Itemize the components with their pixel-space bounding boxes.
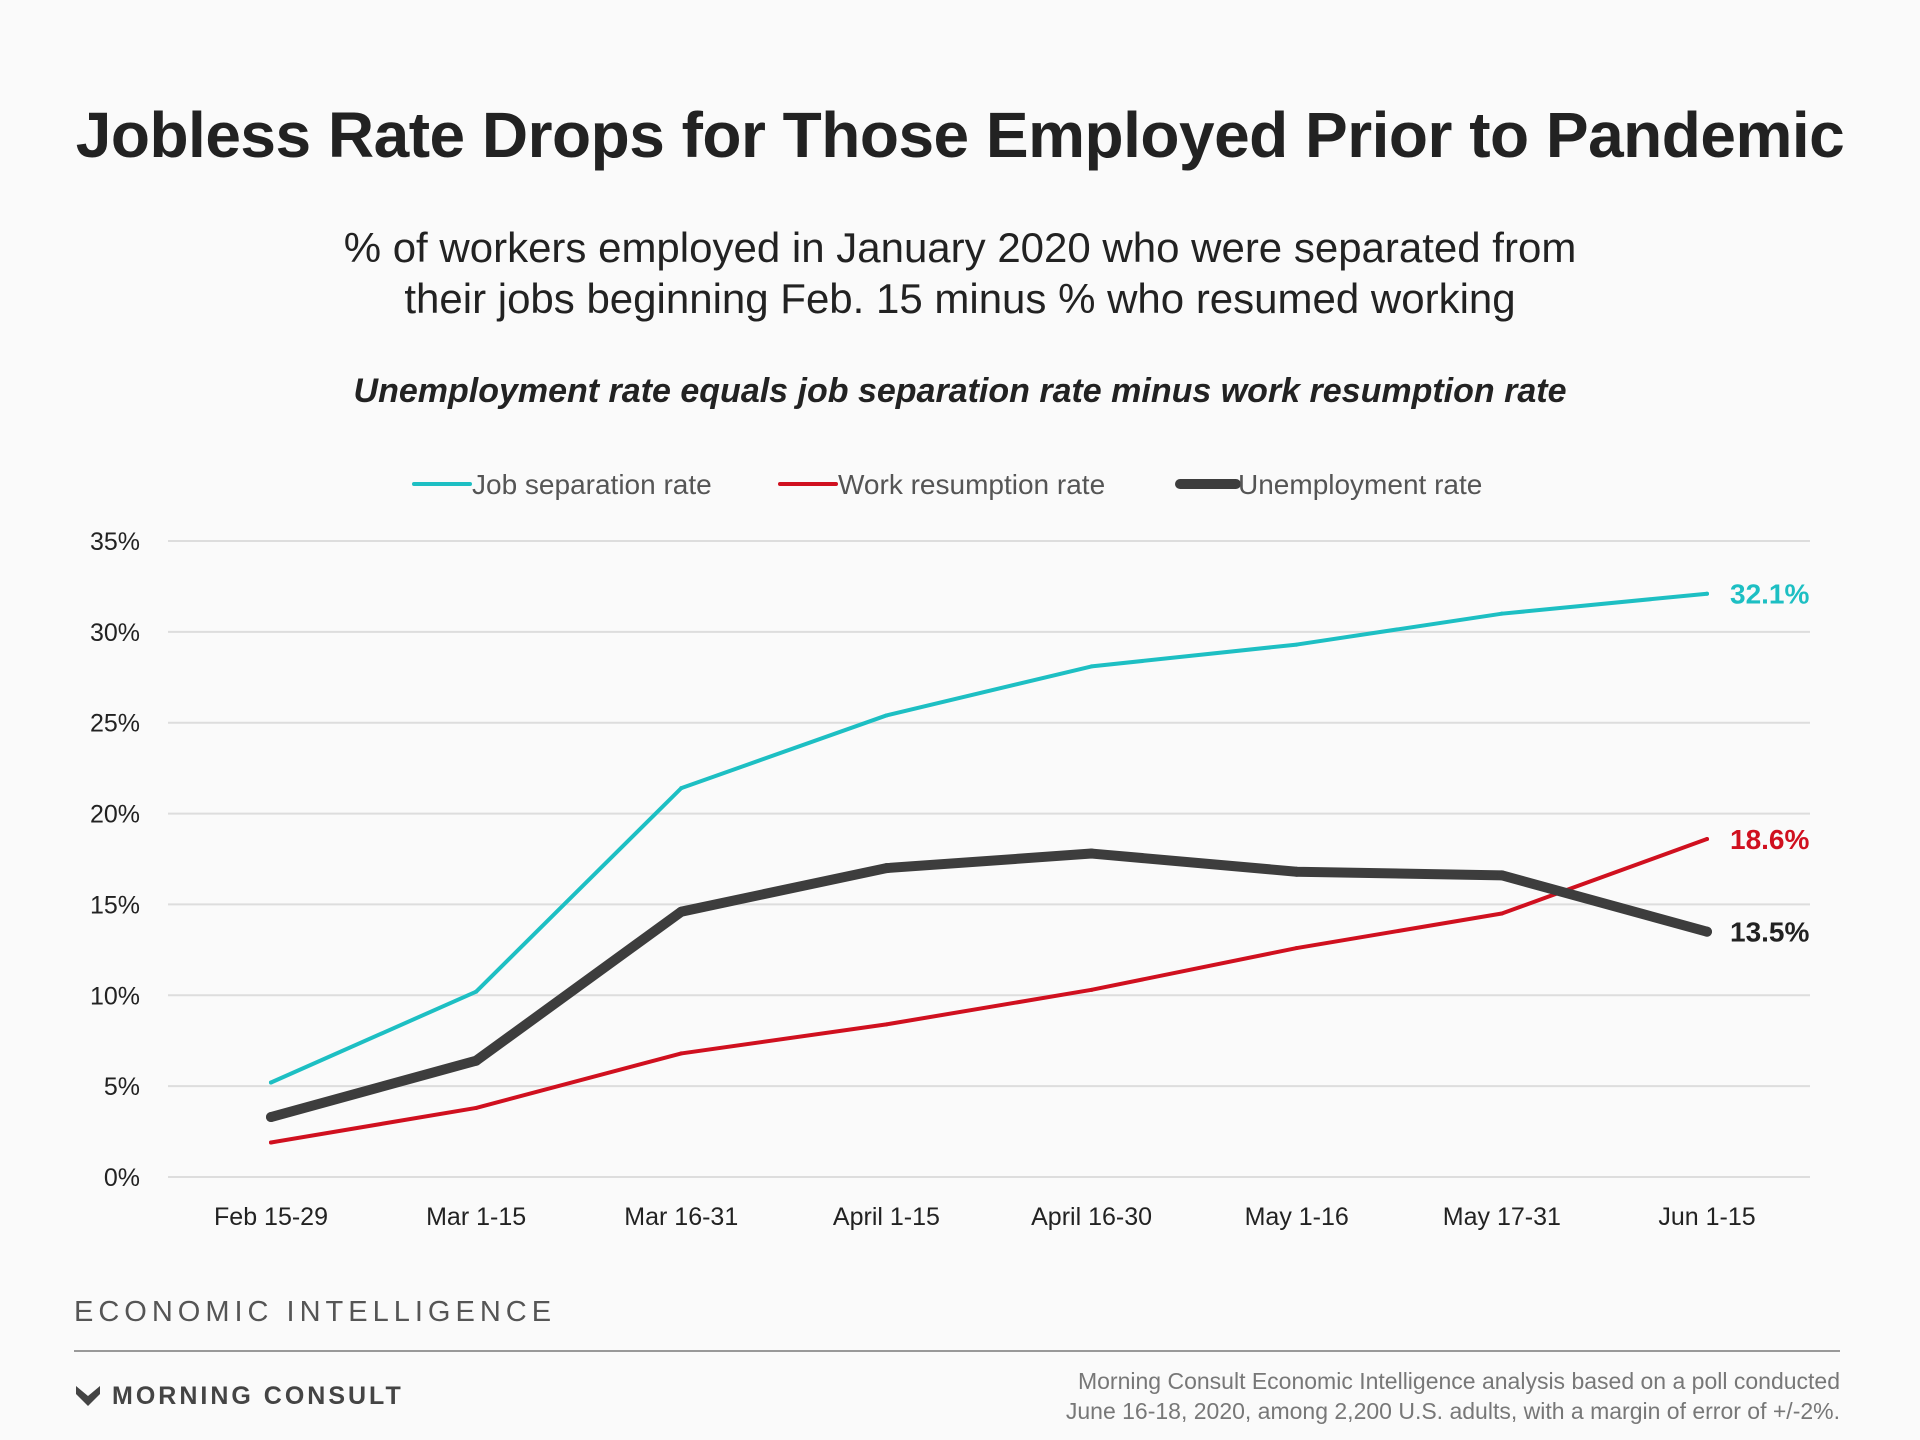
line-chart: Job separation rate Work resumption rate U… bbox=[90, 469, 1810, 1231]
data-point bbox=[269, 1080, 273, 1085]
source-note: Morning Consult Economic Intelligence an… bbox=[940, 1366, 1840, 1426]
source-line-1: Morning Consult Economic Intelligence an… bbox=[1077, 1368, 1840, 1394]
x-tick-label: Jun 1-15 bbox=[1658, 1203, 1755, 1231]
y-tick-label: 20% bbox=[90, 801, 140, 829]
data-point bbox=[1499, 611, 1504, 616]
x-tick-label: Mar 1-15 bbox=[426, 1203, 526, 1231]
y-tick-label: 10% bbox=[90, 982, 140, 1010]
data-point bbox=[1089, 987, 1094, 992]
data-point bbox=[1086, 848, 1097, 859]
subtitle-line-1: % of workers employed in January 2020 wh… bbox=[343, 224, 1577, 271]
y-tick-label: 5% bbox=[104, 1073, 140, 1101]
series-line-work-resumption-rate bbox=[269, 837, 1709, 1145]
morning-consult-logo-text: MORNING CONSULT bbox=[112, 1381, 404, 1410]
y-tick-label: 15% bbox=[90, 891, 140, 919]
morning-consult-logo: MORNING CONSULT bbox=[74, 1380, 404, 1412]
y-tick-label: 0% bbox=[104, 1164, 140, 1192]
y-axis-ticks: 0% 5% 10% 15% 20% 25% 30% 35% bbox=[90, 528, 140, 1192]
chart-note: Unemployment rate equals job separation … bbox=[353, 372, 1567, 410]
data-point bbox=[676, 906, 687, 917]
end-labels: 32.1% 18.6% 13.5% bbox=[1730, 579, 1809, 948]
x-axis-ticks: Feb 15-29 Mar 1-15 Mar 16-31 April 1-15 Apri… bbox=[214, 1203, 1756, 1231]
x-tick-label: April 16-30 bbox=[1031, 1203, 1152, 1231]
x-tick-label: Feb 15-29 bbox=[214, 1203, 328, 1231]
chart-title: Jobless Rate Drops for Those Employed Pr… bbox=[75, 99, 1845, 171]
series-lines bbox=[266, 591, 1712, 1145]
data-point bbox=[471, 1055, 482, 1066]
end-label: 13.5% bbox=[1730, 917, 1809, 948]
data-point bbox=[884, 1022, 889, 1027]
data-point bbox=[1294, 946, 1299, 951]
legend-label: Job separation rate bbox=[472, 469, 712, 500]
data-point bbox=[884, 713, 889, 718]
subtitle-line-2: their jobs beginning Feb. 15 minus % who… bbox=[404, 275, 1516, 322]
data-point bbox=[1089, 664, 1094, 669]
morning-consult-chevron-logo-icon bbox=[76, 1386, 100, 1406]
end-label: 18.6% bbox=[1730, 824, 1809, 855]
x-tick-label: Mar 16-31 bbox=[624, 1203, 738, 1231]
grid-lines bbox=[168, 540, 1810, 1178]
data-point bbox=[1705, 591, 1709, 596]
data-point bbox=[269, 1140, 273, 1145]
data-point bbox=[1294, 642, 1299, 647]
data-point bbox=[1499, 911, 1504, 916]
legend-label: Unemployment rate bbox=[1238, 469, 1482, 500]
legend: Job separation rate Work resumption rate U… bbox=[412, 469, 1482, 500]
data-point bbox=[679, 1051, 684, 1056]
y-tick-label: 25% bbox=[90, 710, 140, 738]
chart-subtitle: % of workers employed in January 2020 wh… bbox=[260, 222, 1660, 324]
y-tick-label: 35% bbox=[90, 528, 140, 556]
x-tick-label: April 1-15 bbox=[833, 1203, 940, 1231]
data-point bbox=[881, 863, 892, 874]
series-line-unemployment-rate bbox=[266, 848, 1712, 1123]
data-point bbox=[679, 786, 684, 791]
footer-divider bbox=[74, 1350, 1840, 1352]
data-point bbox=[266, 1112, 276, 1123]
data-point bbox=[1702, 926, 1712, 937]
data-point bbox=[474, 989, 479, 994]
end-label: 32.1% bbox=[1730, 579, 1809, 610]
data-point bbox=[474, 1105, 479, 1110]
y-tick-label: 30% bbox=[90, 619, 140, 647]
economic-intelligence-brand: ECONOMIC INTELLIGENCE bbox=[74, 1296, 557, 1328]
series-line-job-separation-rate bbox=[269, 591, 1709, 1085]
x-tick-label: May 17-31 bbox=[1443, 1203, 1561, 1231]
data-point bbox=[1705, 837, 1709, 842]
x-tick-label: May 1-16 bbox=[1245, 1203, 1349, 1231]
data-point bbox=[1496, 870, 1507, 881]
legend-label: Work resumption rate bbox=[838, 469, 1105, 500]
source-line-2: June 16-18, 2020, among 2,200 U.S. adult… bbox=[1065, 1398, 1840, 1424]
data-point bbox=[1291, 866, 1302, 877]
